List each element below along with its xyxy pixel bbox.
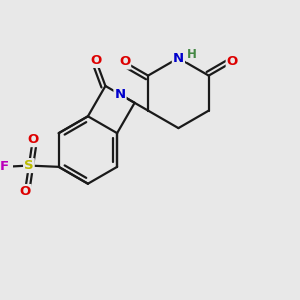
Text: O: O [27,133,38,146]
Text: O: O [90,54,102,67]
Text: N: N [115,88,126,101]
Text: H: H [186,48,196,61]
Text: O: O [20,185,31,198]
Text: N: N [173,52,184,64]
Text: O: O [227,56,238,68]
Text: F: F [0,160,9,173]
Text: O: O [119,56,130,68]
Text: S: S [24,159,34,172]
